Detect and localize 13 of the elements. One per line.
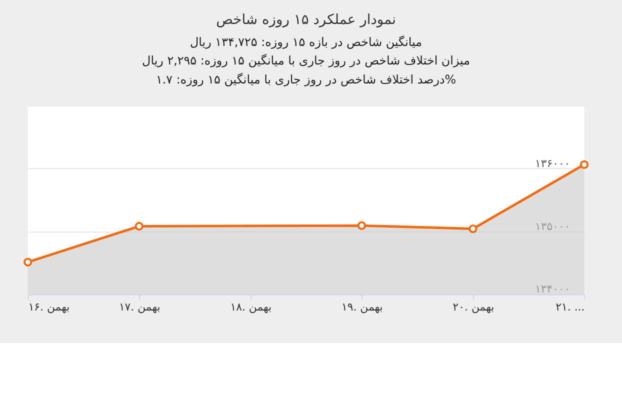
x-tick-label: ۱۷. بهمن [118, 300, 160, 314]
x-tick-label: ۱۸. بهمن [230, 300, 272, 314]
y-tick-label: ۱۳۶۰۰۰ [535, 156, 570, 170]
y-tick-label: ۱۳۵۰۰۰ [535, 220, 570, 233]
text: میانگین شاخص در بازه ۱۵ روزه: ۱۳۴,۷۲۵ ریال [190, 34, 422, 49]
y-tick-label: ۱۳۴۰۰۰ [535, 282, 570, 296]
chart-title: نمودار عملکرد ۱۵ روزه شاخص [216, 12, 396, 28]
x-tick-label: ۱۶. بهمن [28, 300, 70, 314]
x-tick-label: ۱۹. بهمن [342, 300, 383, 314]
x-tick-label: ۲۱. ... [556, 300, 585, 314]
text: میزان اختلاف شاخص در روز جاری با میانگین ۱۵ روزه: ۲,۲۹۵ ریال [142, 54, 470, 68]
x-tick-label: ۲۰. بهمن [452, 300, 494, 314]
text: درصد اختلاف شاخص در روز جاری با میانگین ۱۵ روزه: ۱.۷% [156, 72, 456, 87]
